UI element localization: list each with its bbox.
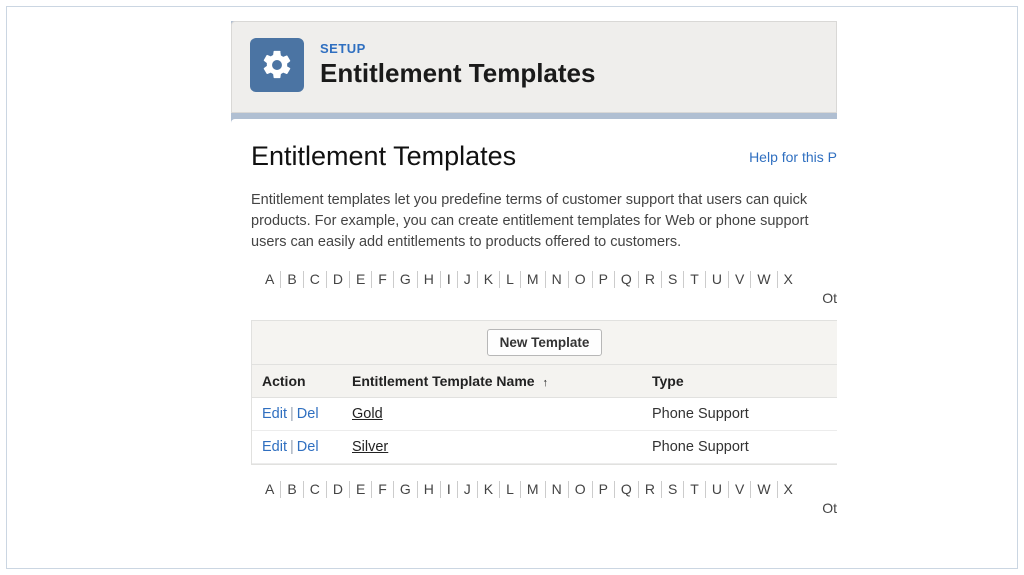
action-cell: Edit|Del: [252, 430, 342, 463]
alpha-letter-u[interactable]: U: [705, 271, 728, 288]
setup-label: SETUP: [320, 41, 595, 56]
description-text: Entitlement templates let you predefine …: [251, 190, 837, 253]
alpha-filter-extra-bottom[interactable]: Ot: [251, 500, 837, 516]
name-cell: Gold: [342, 397, 642, 430]
alpha-letter-u[interactable]: U: [705, 481, 728, 498]
template-name-link[interactable]: Silver: [352, 439, 388, 455]
alpha-letter-d[interactable]: D: [326, 271, 349, 288]
alpha-letter-r[interactable]: R: [638, 481, 661, 498]
alpha-letter-t[interactable]: T: [683, 481, 705, 498]
alpha-letter-i[interactable]: I: [440, 481, 457, 498]
alpha-letter-d[interactable]: D: [326, 481, 349, 498]
alpha-letter-s[interactable]: S: [661, 481, 683, 498]
alpha-letter-g[interactable]: G: [393, 481, 417, 498]
alpha-letter-g[interactable]: G: [393, 271, 417, 288]
setup-header: SETUP Entitlement Templates: [231, 21, 837, 113]
alpha-letter-t[interactable]: T: [683, 271, 705, 288]
alpha-filter-extra-top[interactable]: Ot: [251, 290, 837, 306]
app-viewport: SETUP Entitlement Templates Entitlement …: [231, 21, 837, 568]
new-template-button[interactable]: New Template: [487, 329, 603, 356]
alpha-filter-top: ABCDEFGHIJKLMNOPQRSTUVWX: [251, 271, 837, 288]
action-separator: |: [290, 406, 294, 422]
col-header-name[interactable]: Entitlement Template Name ↑: [342, 364, 642, 397]
gear-icon: [250, 38, 304, 92]
alpha-letter-f[interactable]: F: [371, 271, 393, 288]
alpha-letter-m[interactable]: M: [520, 271, 545, 288]
delete-link[interactable]: Del: [297, 406, 319, 422]
name-cell: Silver: [342, 430, 642, 463]
alpha-letter-w[interactable]: W: [750, 271, 776, 288]
action-separator: |: [290, 439, 294, 455]
alpha-letter-n[interactable]: N: [545, 271, 568, 288]
alpha-letter-v[interactable]: V: [728, 271, 750, 288]
col-header-action: Action: [252, 364, 342, 397]
edit-link[interactable]: Edit: [262, 406, 287, 422]
page-heading: Entitlement Templates: [320, 58, 595, 89]
edit-link[interactable]: Edit: [262, 439, 287, 455]
alpha-letter-l[interactable]: L: [499, 481, 520, 498]
alpha-letter-k[interactable]: K: [477, 271, 499, 288]
alpha-letter-l[interactable]: L: [499, 271, 520, 288]
alpha-letter-s[interactable]: S: [661, 271, 683, 288]
alpha-letter-k[interactable]: K: [477, 481, 499, 498]
delete-link[interactable]: Del: [297, 439, 319, 455]
alpha-letter-f[interactable]: F: [371, 481, 393, 498]
alpha-letter-c[interactable]: C: [303, 481, 326, 498]
alpha-letter-x[interactable]: X: [777, 481, 799, 498]
alpha-letter-b[interactable]: B: [280, 271, 302, 288]
alpha-letter-h[interactable]: H: [417, 271, 440, 288]
table-toolbar: New Template: [252, 321, 837, 364]
template-name-link[interactable]: Gold: [352, 406, 383, 422]
alpha-letter-v[interactable]: V: [728, 481, 750, 498]
alpha-letter-j[interactable]: J: [457, 271, 477, 288]
alpha-letter-p[interactable]: P: [592, 271, 614, 288]
alpha-letter-q[interactable]: Q: [614, 481, 638, 498]
alpha-letter-b[interactable]: B: [280, 481, 302, 498]
action-cell: Edit|Del: [252, 397, 342, 430]
alpha-letter-r[interactable]: R: [638, 271, 661, 288]
alpha-letter-w[interactable]: W: [750, 481, 776, 498]
alpha-letter-o[interactable]: O: [568, 271, 592, 288]
col-header-type: Type: [642, 364, 837, 397]
table-row: Edit|Del Silver Phone Support: [252, 430, 837, 463]
alpha-letter-a[interactable]: A: [259, 271, 280, 288]
type-cell: Phone Support: [642, 430, 837, 463]
alpha-letter-q[interactable]: Q: [614, 271, 638, 288]
outer-frame: SETUP Entitlement Templates Entitlement …: [6, 6, 1018, 569]
alpha-letter-c[interactable]: C: [303, 271, 326, 288]
type-cell: Phone Support: [642, 397, 837, 430]
alpha-letter-n[interactable]: N: [545, 481, 568, 498]
template-table: Action Entitlement Template Name ↑ Type …: [252, 364, 837, 464]
alpha-letter-e[interactable]: E: [349, 271, 371, 288]
col-header-name-label: Entitlement Template Name: [352, 373, 535, 389]
alpha-letter-h[interactable]: H: [417, 481, 440, 498]
alpha-letter-i[interactable]: I: [440, 271, 457, 288]
alpha-letter-j[interactable]: J: [457, 481, 477, 498]
alpha-letter-e[interactable]: E: [349, 481, 371, 498]
sort-asc-icon: ↑: [542, 377, 548, 389]
help-link[interactable]: Help for this P: [749, 149, 837, 165]
alpha-letter-x[interactable]: X: [777, 271, 799, 288]
alpha-letter-a[interactable]: A: [259, 481, 280, 498]
content-title: Entitlement Templates: [251, 141, 516, 172]
alpha-letter-o[interactable]: O: [568, 481, 592, 498]
alpha-letter-p[interactable]: P: [592, 481, 614, 498]
alpha-letter-m[interactable]: M: [520, 481, 545, 498]
header-text: SETUP Entitlement Templates: [320, 41, 595, 89]
table-row: Edit|Del Gold Phone Support: [252, 397, 837, 430]
template-table-wrap: New Template Action Entitlement Template…: [251, 320, 837, 465]
content-panel: Entitlement Templates Help for this P En…: [231, 119, 837, 568]
content-header: Entitlement Templates Help for this P: [251, 141, 837, 172]
alpha-filter-bottom: ABCDEFGHIJKLMNOPQRSTUVWX: [251, 481, 837, 498]
